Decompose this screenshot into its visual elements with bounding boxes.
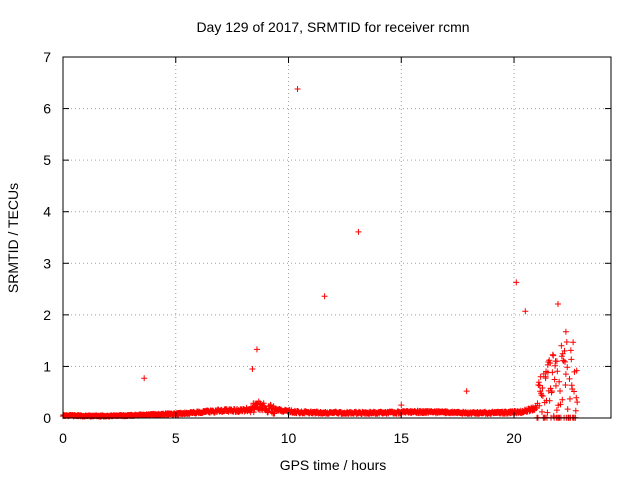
axis-ticks: 0 1 2 3 4 5 6 7 0 5 10 15 20 — [43, 49, 611, 446]
data-point — [562, 328, 569, 335]
data-point — [536, 402, 543, 409]
data-point — [560, 357, 567, 364]
data-point — [554, 368, 561, 375]
data-point — [546, 397, 553, 404]
data-point — [552, 382, 559, 389]
data-point — [321, 293, 328, 300]
data-point — [553, 407, 560, 414]
data-point — [568, 356, 575, 363]
data-point — [294, 85, 301, 92]
x-tick-label: 0 — [59, 430, 67, 446]
y-axis-label: SRMTID / TECUs — [5, 183, 21, 293]
data-point — [250, 409, 257, 416]
data-point — [548, 388, 555, 395]
data-point — [566, 375, 573, 382]
x-tick-label: 10 — [281, 430, 297, 446]
data-point — [562, 382, 569, 389]
y-tick-label: 7 — [43, 49, 51, 65]
x-axis-label: GPS time / hours — [280, 457, 387, 473]
data-point — [398, 402, 405, 409]
data-point — [535, 379, 542, 386]
data-point — [141, 375, 148, 382]
data-point — [564, 364, 571, 371]
data-point — [557, 388, 564, 395]
data-point — [564, 406, 571, 413]
data-point — [546, 357, 553, 364]
y-tick-label: 6 — [43, 101, 51, 117]
x-tick-label: 5 — [172, 430, 180, 446]
y-tick-label: 1 — [43, 358, 51, 374]
data-point — [571, 388, 578, 395]
data-point — [547, 360, 554, 367]
data-point — [265, 408, 272, 415]
data-point — [561, 358, 568, 365]
data-point — [559, 396, 566, 403]
data-point — [550, 352, 557, 359]
y-tick-label: 0 — [43, 410, 51, 426]
y-tick-label: 4 — [43, 204, 51, 220]
data-point — [574, 399, 581, 406]
data-point — [558, 353, 565, 360]
data-point — [562, 371, 569, 378]
data-point — [563, 339, 570, 346]
data-point — [249, 366, 256, 373]
x-tick-label: 15 — [393, 430, 409, 446]
data-point — [522, 308, 529, 315]
data-point — [558, 342, 565, 349]
data-point — [567, 347, 574, 354]
data-point — [463, 388, 470, 395]
data-point — [538, 408, 545, 415]
data-point — [553, 358, 560, 365]
grid — [63, 57, 611, 418]
y-tick-label: 2 — [43, 307, 51, 323]
data-point — [572, 407, 579, 414]
data-point — [551, 376, 558, 383]
data-point — [566, 395, 573, 402]
data-point — [355, 228, 362, 235]
data-point — [570, 339, 577, 346]
data-point — [557, 401, 564, 408]
data-point — [544, 409, 551, 416]
data-point — [538, 392, 545, 399]
data-point — [561, 347, 568, 354]
data-point — [513, 279, 520, 286]
data-point — [544, 369, 551, 376]
data-point — [539, 393, 546, 400]
y-tick-label: 5 — [43, 152, 51, 168]
y-tick-label: 3 — [43, 255, 51, 271]
chart-title: Day 129 of 2017, SRMTID for receiver rcm… — [196, 19, 469, 35]
data-point — [573, 367, 580, 374]
data-point — [539, 384, 546, 391]
x-tick-label: 20 — [506, 430, 522, 446]
data-point — [555, 301, 562, 308]
data-point — [573, 394, 580, 401]
data-point — [253, 346, 260, 353]
data-point — [542, 373, 549, 380]
data-point — [547, 385, 554, 392]
data-point — [556, 378, 563, 385]
plot-border — [62, 56, 612, 419]
